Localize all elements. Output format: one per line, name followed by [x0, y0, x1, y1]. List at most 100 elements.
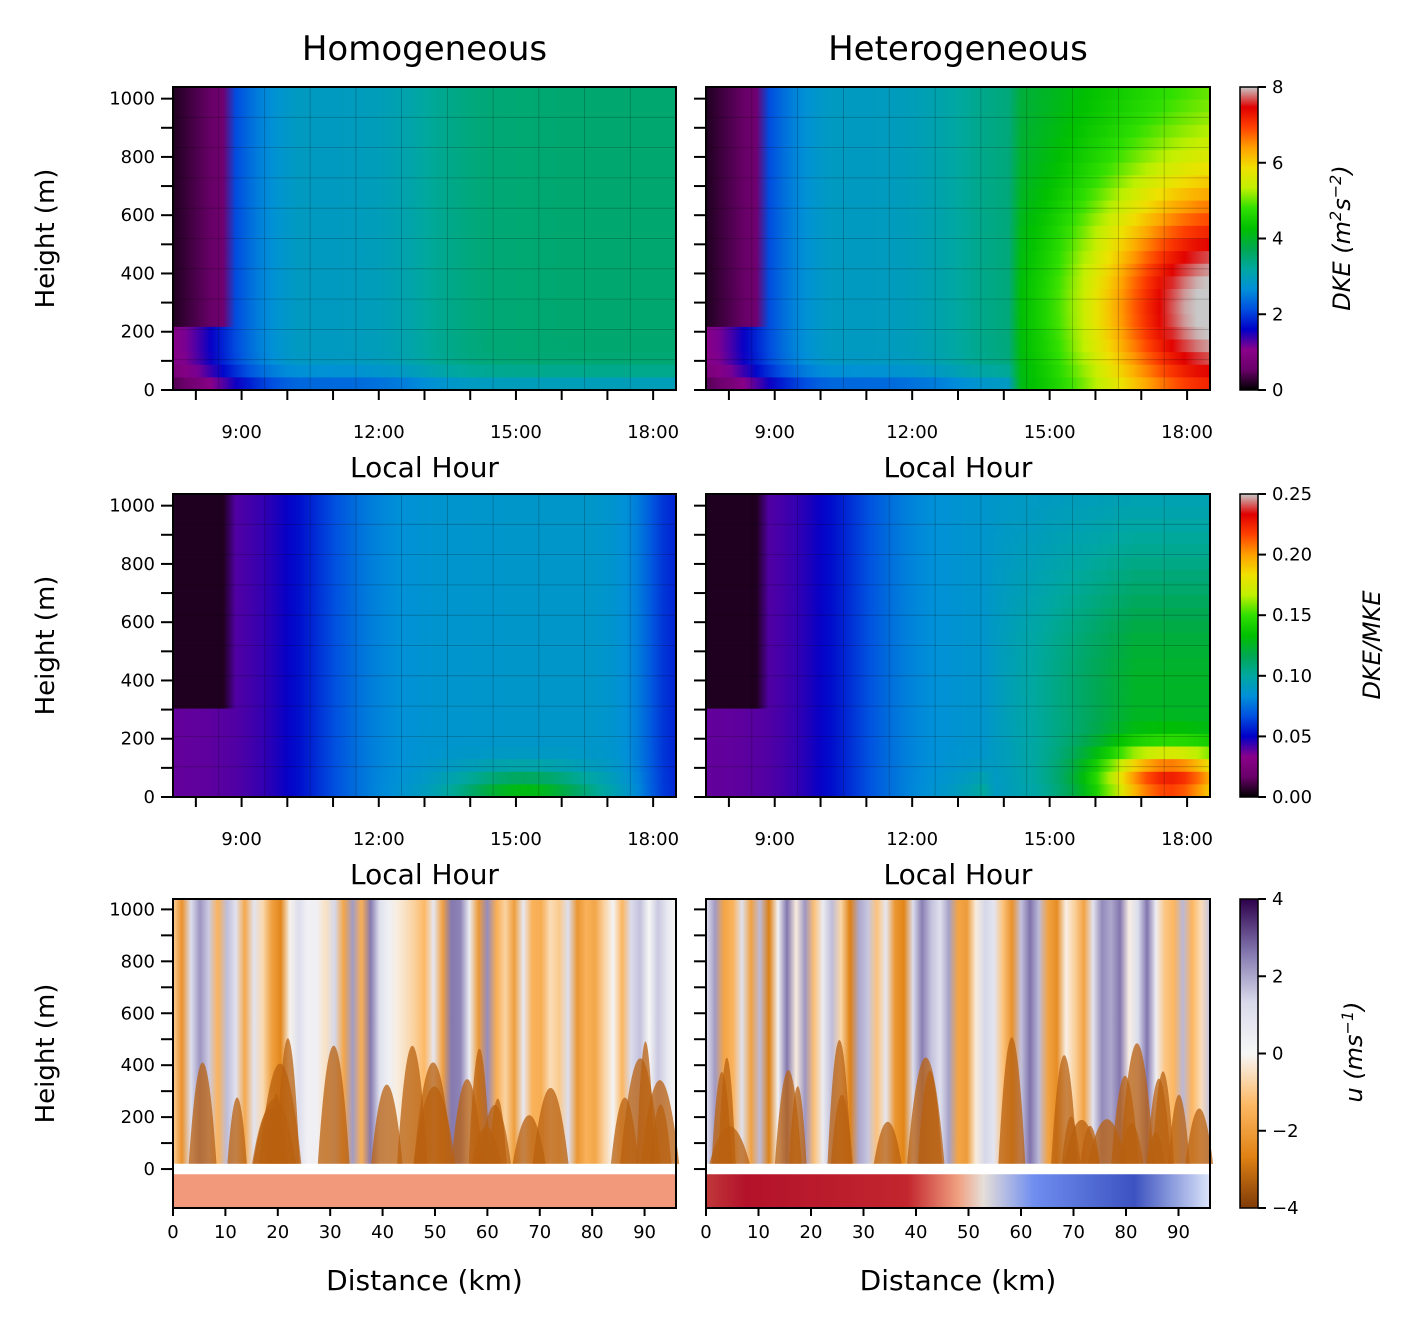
heatmap-band: [706, 251, 1210, 265]
x-tick-label: 10: [747, 1222, 770, 1243]
heatmap-band: [706, 746, 1210, 760]
heatmap-band: [173, 377, 676, 391]
y-tick-label: 200: [121, 1107, 155, 1128]
x-tick-label: 12:00: [353, 829, 405, 850]
u-plume: [1168, 1094, 1190, 1164]
x-tick-label: 80: [581, 1222, 604, 1243]
heatmap-band: [706, 645, 1210, 659]
heatmap-band: [173, 607, 676, 621]
u-plume: [371, 1084, 403, 1164]
ratio-colorbar-tick-label: 0.10: [1272, 666, 1312, 687]
y-tick-label: 400: [121, 670, 155, 691]
x-tick-label: 50: [957, 1222, 980, 1243]
heatmap-band: [173, 301, 676, 315]
heatmap-band: [706, 683, 1210, 697]
heatmap-band: [706, 544, 1210, 558]
y-tick-label: 0: [144, 380, 155, 401]
ratio-colorbar-tick-label: 0.20: [1272, 545, 1312, 566]
heatmap-band: [706, 364, 1210, 378]
u-plume: [451, 1079, 484, 1164]
heatmap-band: [173, 658, 676, 672]
x-tick-label: 90: [633, 1222, 656, 1243]
x-tick-label: 12:00: [886, 829, 938, 850]
axes-u_heterogeneous: [705, 898, 1211, 1209]
heatmap-band: [706, 771, 1210, 785]
surface-strip: [173, 1174, 676, 1208]
heatmap-band: [706, 99, 1210, 113]
y-tick-label: 400: [121, 263, 155, 284]
heatmap-band: [706, 506, 1210, 520]
heatmap-band: [173, 326, 676, 341]
heatmap-band: [706, 377, 1210, 391]
x-tick-label: 12:00: [353, 422, 405, 443]
x-tick-label: 0: [700, 1222, 711, 1243]
dke-colorbar-tick-label: 8: [1272, 77, 1283, 98]
colorbar-dke: [1239, 86, 1259, 391]
heatmap-band: [173, 620, 676, 634]
heatmap-band: [706, 670, 1210, 684]
heatmap-band: [706, 124, 1210, 139]
x-tick-label: 12:00: [886, 422, 938, 443]
heatmap-band: [706, 759, 1210, 773]
heatmap-band: [173, 225, 676, 240]
colorbar-u: [1239, 898, 1259, 1209]
u-plume: [471, 1126, 502, 1164]
heatmap-band: [173, 289, 676, 303]
x-tick-label: 50: [424, 1222, 447, 1243]
x-tick-label: 40: [905, 1222, 928, 1243]
u-plume: [1051, 1055, 1078, 1164]
heatmap-band: [173, 494, 676, 508]
heatmap-band: [173, 531, 676, 546]
x-tick-label: 0: [167, 1222, 178, 1243]
u-colorbar-label: u (ms−1): [1338, 1001, 1369, 1102]
x-tick-label: 90: [1167, 1222, 1190, 1243]
dke-colorbar-tick-label: 4: [1272, 229, 1283, 250]
x-tick-label: 70: [528, 1222, 551, 1243]
u-plume: [1146, 1078, 1172, 1164]
heatmap-band: [173, 771, 676, 785]
y-axis-label: Height (m): [31, 576, 61, 716]
heatmap-band: [706, 263, 1210, 277]
y-tick-label: 800: [121, 147, 155, 168]
heatmap-band: [706, 595, 1210, 609]
heatmap-band: [173, 339, 676, 353]
heatmap-band: [706, 733, 1210, 748]
u-plume: [252, 1108, 289, 1164]
heatmap-band: [173, 544, 676, 558]
x-tick-label: 30: [319, 1222, 342, 1243]
x-tick-label: 18:00: [1161, 829, 1213, 850]
heatmap-band: [173, 595, 676, 609]
heatmap-band: [706, 784, 1210, 798]
x-axis-label: Local Hour: [884, 451, 1033, 484]
x-axis-label: Local Hour: [884, 858, 1033, 891]
heatmap-band: [706, 276, 1210, 290]
heatmap-band: [706, 658, 1210, 672]
u-plume: [227, 1097, 247, 1164]
heatmap-band: [706, 557, 1210, 571]
u-plume: [610, 1097, 639, 1164]
u-plume: [317, 1045, 350, 1164]
heatmap-band: [706, 188, 1210, 202]
heatmap-band: [706, 200, 1210, 214]
heatmap-band: [706, 721, 1210, 735]
heatmap-band: [706, 620, 1210, 634]
y-tick-label: 600: [121, 205, 155, 226]
heatmap-band: [173, 251, 676, 265]
heatmap-band: [706, 607, 1210, 621]
u-plume: [917, 1070, 943, 1164]
heatmap-band: [173, 733, 676, 748]
heatmap-band: [706, 87, 1210, 101]
heatmap-band: [706, 494, 1210, 508]
heatmap-band: [706, 301, 1210, 315]
heatmap-band: [706, 352, 1210, 366]
x-tick-label: 18:00: [627, 829, 679, 850]
heatmap-band: [173, 645, 676, 659]
ratio-colorbar-tick-label: 0.15: [1272, 605, 1312, 626]
axes-u_homogeneous: [172, 898, 677, 1209]
u-colorbar-tick-label: −2: [1272, 1121, 1299, 1142]
dke-colorbar-tick-label: 6: [1272, 153, 1283, 174]
y-tick-label: 600: [121, 612, 155, 633]
heatmap-band: [173, 683, 676, 697]
panel-title: Homogeneous: [302, 29, 547, 69]
